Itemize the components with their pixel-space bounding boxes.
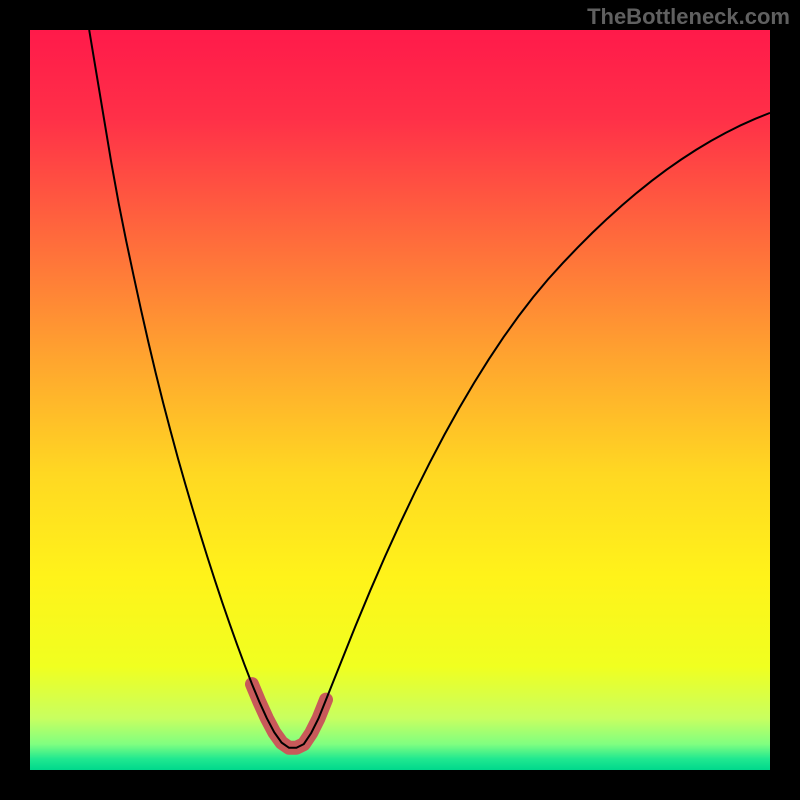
bottleneck-chart: [0, 0, 800, 800]
chart-container: TheBottleneck.com: [0, 0, 800, 800]
watermark-text: TheBottleneck.com: [587, 4, 790, 30]
plot-area: [30, 30, 770, 770]
